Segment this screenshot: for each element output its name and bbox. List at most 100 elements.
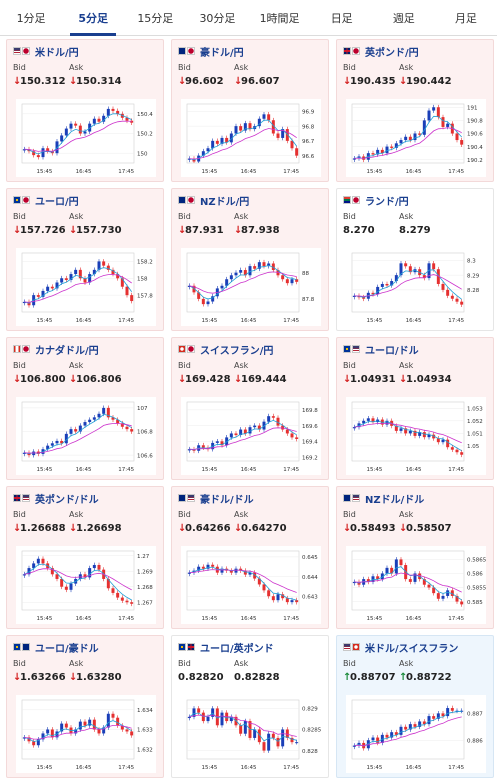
- tab-1[interactable]: 5分足: [62, 0, 124, 36]
- card-header: ユーロ/円: [13, 193, 159, 208]
- rate-card[interactable]: スイスフラン/円 Bid Ask ↓169.428 ↓169.444 169.8 169.6…: [171, 337, 329, 480]
- rate-card[interactable]: ランド/円 Bid Ask 8.270 8.279 8.3 8.29 8.28 15:45 16:…: [336, 188, 494, 331]
- rate-card[interactable]: ユーロ/ドル Bid Ask ↓1.04931 ↓1.04934 1.053 1.052 1.…: [336, 337, 494, 480]
- arrow-down-icon: ↓: [13, 672, 22, 683]
- mini-candlestick-chart[interactable]: 0.829 0.8285 0.828 15:45 16:45 17:45: [181, 695, 321, 773]
- rate-card[interactable]: 豪ドル/円 Bid Ask ↓96.602 ↓96.607 96.9 96.8 96.7 96.…: [171, 39, 329, 182]
- candle-body: [460, 452, 464, 455]
- rate-card[interactable]: ユーロ/円 Bid Ask ↓157.726 ↓157.730 158.2 158 157.8…: [6, 188, 164, 331]
- currency-pair-link[interactable]: NZドル/円: [200, 196, 250, 208]
- currency-pair-link[interactable]: 豪ドル/円: [200, 47, 244, 59]
- card-header: ユーロ/英ポンド: [178, 640, 324, 655]
- rate-card[interactable]: 英ポンド/円 Bid Ask ↓190.435 ↓190.442 191 190.8 190.…: [336, 39, 494, 182]
- mini-candlestick-chart[interactable]: 96.9 96.8 96.7 96.6 15:45 16:45 17:45: [181, 99, 321, 177]
- currency-pair-link[interactable]: スイスフラン/円: [200, 345, 274, 357]
- candle-body: [41, 733, 45, 740]
- currency-pair-link[interactable]: 豪ドル/ドル: [200, 494, 254, 506]
- bid-label: Bid: [13, 510, 26, 519]
- x-tick-label: 15:45: [201, 616, 217, 622]
- y-tick-label: 1.268: [137, 585, 153, 591]
- tab-4[interactable]: 1時間足: [259, 11, 300, 25]
- x-tick-label: 16:45: [406, 765, 422, 771]
- candle-body: [432, 716, 436, 719]
- mini-candlestick-chart[interactable]: 191 190.8 190.6 190.4 190.2 15:45 16:45 17:45: [346, 99, 486, 177]
- candle-body: [432, 107, 436, 111]
- mini-candlestick-chart[interactable]: 150.4 150.2 150 15:45 16:45 17:45: [16, 99, 156, 177]
- y-tick-label: 8.28: [467, 288, 480, 294]
- candle-body: [455, 710, 459, 712]
- candle-body: [404, 136, 408, 141]
- flag-us-icon: [13, 47, 21, 55]
- y-tick-label: 0.645: [302, 555, 318, 561]
- currency-pair-link[interactable]: ユーロ/円: [35, 196, 79, 208]
- arrow-down-icon: ↓: [343, 523, 352, 534]
- tab-7[interactable]: 月足: [454, 11, 477, 25]
- candle-body: [352, 295, 356, 297]
- mini-candlestick-chart[interactable]: 1.634 1.633 1.632 15:45 16:45 17:45: [16, 695, 156, 773]
- candle-body: [460, 601, 464, 605]
- rate-card[interactable]: 米ドル/円 Bid Ask ↓150.312 ↓150.314 150.4 150.2 150…: [6, 39, 164, 182]
- rate-card[interactable]: NZドル/円 Bid Ask ↓87.931 ↓87.938 88 87.8 15:45 16:…: [171, 188, 329, 331]
- mini-candlestick-chart[interactable]: 0.5865 0.586 0.5855 0.585 15:45 16:45 17:45: [346, 546, 486, 624]
- currency-pair-link[interactable]: ランド/円: [365, 196, 409, 208]
- candle-body: [125, 729, 129, 732]
- x-tick-label: 15:45: [36, 169, 52, 175]
- bid-value-group: ↓96.602: [178, 76, 234, 87]
- arrow-down-icon: ↓: [178, 76, 187, 87]
- flag-icon: [13, 345, 30, 353]
- currency-pair-link[interactable]: 英ポンド/円: [365, 47, 419, 59]
- candle-body: [92, 118, 96, 124]
- candle-body: [102, 727, 106, 734]
- currency-pair-link[interactable]: ユーロ/英ポンド: [200, 643, 274, 655]
- arrow-down-icon: ↓: [13, 374, 22, 385]
- rate-card[interactable]: カナダドル/円 Bid Ask ↓106.800 ↓106.806 107 106.8 106…: [6, 337, 164, 480]
- flag-icon: [13, 196, 30, 204]
- mini-candlestick-chart[interactable]: 8.3 8.29 8.28 15:45 16:45 17:45: [346, 248, 486, 326]
- rate-card[interactable]: NZドル/ドル Bid Ask ↓0.58493 ↓0.58507 0.5865 0.586…: [336, 486, 494, 629]
- ask-label: Ask: [399, 510, 414, 519]
- tab-3[interactable]: 30分足: [199, 11, 236, 25]
- candle-body: [281, 425, 285, 430]
- candle-body: [64, 586, 68, 590]
- mini-candlestick-chart[interactable]: 107 106.8 106.6 15:45 16:45 17:45: [16, 397, 156, 475]
- candle-body: [116, 592, 120, 598]
- candle-body: [201, 566, 205, 569]
- currency-pair-link[interactable]: カナダドル/円: [35, 345, 99, 357]
- candle-body: [427, 584, 431, 588]
- rate-card[interactable]: 豪ドル/ドル Bid Ask ↓0.64266 ↓0.64270 0.645 0.644 0.…: [171, 486, 329, 629]
- candle-body: [229, 275, 233, 280]
- y-tick-label: 0.585: [467, 600, 483, 606]
- tab-2[interactable]: 15分足: [137, 11, 174, 25]
- mini-candlestick-chart[interactable]: 169.8 169.6 169.4 169.2 15:45 16:45 17:45: [181, 397, 321, 475]
- currency-pair-link[interactable]: ユーロ/ドル: [365, 345, 419, 357]
- currency-pair-link[interactable]: 米ドル/スイスフラン: [365, 643, 459, 655]
- candle-body: [399, 140, 403, 144]
- tab-6[interactable]: 週足: [392, 11, 415, 25]
- tab-0[interactable]: 1分足: [16, 11, 46, 25]
- bid-ask-labels: Bid Ask: [343, 510, 413, 519]
- currency-pair-link[interactable]: ユーロ/豪ドル: [35, 643, 99, 655]
- mini-candlestick-chart[interactable]: 1.27 1.269 1.268 1.267 15:45 16:45 17:45: [16, 546, 156, 624]
- mini-candlestick-chart[interactable]: 88 87.8 15:45 16:45 17:45: [181, 248, 321, 326]
- rate-card[interactable]: 英ポンド/ドル Bid Ask ↓1.26688 ↓1.26698 1.27 1.269 1.…: [6, 486, 164, 629]
- flag-icon: [343, 345, 360, 353]
- mini-candlestick-chart[interactable]: 0.645 0.644 0.643 15:45 16:45 17:45: [181, 546, 321, 624]
- bid-ask-labels: Bid Ask: [178, 361, 248, 370]
- candle-body: [257, 262, 261, 269]
- rate-card[interactable]: 米ドル/スイスフラン Bid Ask ↑0.88707 ↑0.88722 0.887 0.8…: [336, 635, 494, 778]
- tab-5[interactable]: 日足: [330, 11, 353, 25]
- ask-value-group: 0.82828: [234, 672, 280, 683]
- x-tick-label: 17:45: [118, 318, 134, 324]
- rate-card[interactable]: ユーロ/英ポンド Bid Ask 0.82820 0.82828 0.829 0.8285 0…: [171, 635, 329, 778]
- mini-candlestick-chart[interactable]: 0.887 0.886 15:45 16:45 17:45: [346, 695, 486, 773]
- candle-body: [385, 420, 389, 425]
- candle-body: [83, 721, 87, 726]
- candle-body: [92, 269, 96, 275]
- currency-pair-link[interactable]: 米ドル/円: [35, 47, 79, 59]
- bid-label: Bid: [178, 510, 191, 519]
- currency-pair-link[interactable]: NZドル/ドル: [365, 494, 425, 506]
- mini-candlestick-chart[interactable]: 158.2 158 157.8 15:45 16:45 17:45: [16, 248, 156, 326]
- mini-candlestick-chart[interactable]: 1.053 1.052 1.051 1.05 15:45 16:45 17:45: [346, 397, 486, 475]
- currency-pair-link[interactable]: 英ポンド/ドル: [35, 494, 99, 506]
- rate-card[interactable]: ユーロ/豪ドル Bid Ask ↓1.63266 ↓1.63280 1.634 1.633 1…: [6, 635, 164, 778]
